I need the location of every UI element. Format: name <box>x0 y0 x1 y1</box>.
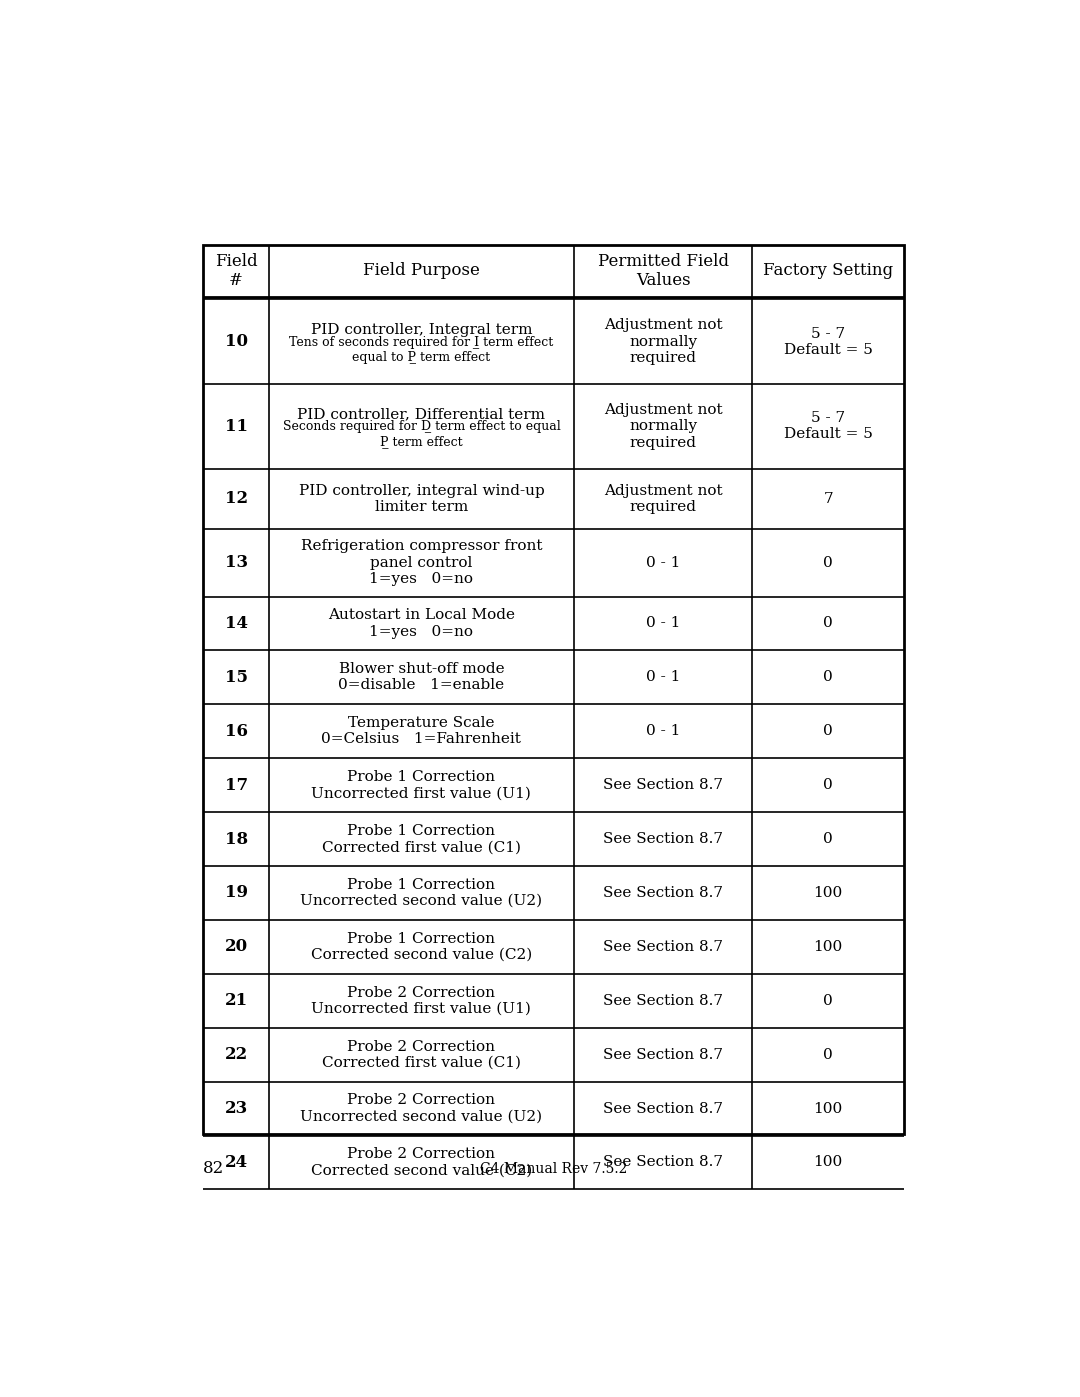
Text: Probe 2 Correction
Corrected second value (C2): Probe 2 Correction Corrected second valu… <box>311 1147 532 1178</box>
Text: Autostart in Local Mode
1=yes   0=no: Autostart in Local Mode 1=yes 0=no <box>328 608 515 638</box>
Text: 100: 100 <box>813 1102 842 1116</box>
Text: 0 - 1: 0 - 1 <box>646 671 680 685</box>
Text: See Section 8.7: See Section 8.7 <box>603 993 724 1007</box>
Text: See Section 8.7: See Section 8.7 <box>603 1048 724 1062</box>
Text: Factory Setting: Factory Setting <box>764 263 893 279</box>
Text: 0 - 1: 0 - 1 <box>646 724 680 738</box>
Text: Tens of seconds required for I̲ term effect
equal to P̲ term effect: Tens of seconds required for I̲ term eff… <box>289 335 554 363</box>
Text: 23: 23 <box>225 1099 247 1118</box>
Text: Probe 2 Correction
Uncorrected second value (U2): Probe 2 Correction Uncorrected second va… <box>300 1094 542 1123</box>
Text: 0: 0 <box>823 778 833 792</box>
Text: See Section 8.7: See Section 8.7 <box>603 833 724 847</box>
Text: 11: 11 <box>225 418 247 434</box>
Text: Field
#: Field # <box>215 253 257 289</box>
Text: Adjustment not
normally
required: Adjustment not normally required <box>604 319 723 365</box>
Text: 0: 0 <box>823 671 833 685</box>
Text: C4 Manual Rev 7.5.2: C4 Manual Rev 7.5.2 <box>480 1162 627 1176</box>
Text: Adjustment not
required: Adjustment not required <box>604 483 723 514</box>
Text: 0: 0 <box>823 1048 833 1062</box>
Text: PID controller, integral wind-up
limiter term: PID controller, integral wind-up limiter… <box>298 483 544 514</box>
Text: Blower shut-off mode
0=disable   1=enable: Blower shut-off mode 0=disable 1=enable <box>338 662 504 693</box>
Text: Temperature Scale
0=Celsius   1=Fahrenheit: Temperature Scale 0=Celsius 1=Fahrenheit <box>322 717 522 746</box>
Text: 24: 24 <box>225 1154 247 1171</box>
Text: 7: 7 <box>823 492 833 506</box>
Text: 18: 18 <box>225 831 247 848</box>
Bar <box>203 244 904 1134</box>
Text: Probe 1 Correction
Uncorrected first value (U1): Probe 1 Correction Uncorrected first val… <box>311 770 531 800</box>
Text: 0 - 1: 0 - 1 <box>646 616 680 630</box>
Text: 5 - 7
Default = 5: 5 - 7 Default = 5 <box>784 327 873 356</box>
Text: PID controller, Differential term: PID controller, Differential term <box>297 408 545 422</box>
Text: See Section 8.7: See Section 8.7 <box>603 778 724 792</box>
Text: Field Purpose: Field Purpose <box>363 263 480 279</box>
Text: 17: 17 <box>225 777 247 793</box>
Text: 21: 21 <box>225 992 247 1009</box>
Text: 15: 15 <box>225 669 247 686</box>
Text: 100: 100 <box>813 1155 842 1169</box>
Text: Probe 2 Correction
Corrected first value (C1): Probe 2 Correction Corrected first value… <box>322 1039 521 1070</box>
Text: Probe 1 Correction
Uncorrected second value (U2): Probe 1 Correction Uncorrected second va… <box>300 877 542 908</box>
Text: 0 - 1: 0 - 1 <box>646 556 680 570</box>
Text: Seconds required for D̲ term effect to equal
P̲ term effect: Seconds required for D̲ term effect to e… <box>283 420 561 448</box>
Text: 0: 0 <box>823 556 833 570</box>
Text: See Section 8.7: See Section 8.7 <box>603 940 724 954</box>
Text: 82: 82 <box>203 1160 225 1178</box>
Text: 22: 22 <box>225 1046 247 1063</box>
Text: 100: 100 <box>813 940 842 954</box>
Text: 0: 0 <box>823 724 833 738</box>
Text: See Section 8.7: See Section 8.7 <box>603 886 724 900</box>
Text: 0: 0 <box>823 833 833 847</box>
Text: Refrigeration compressor front
panel control
1=yes   0=no: Refrigeration compressor front panel con… <box>300 539 542 585</box>
Text: 13: 13 <box>225 555 247 571</box>
Text: Probe 2 Correction
Uncorrected first value (U1): Probe 2 Correction Uncorrected first val… <box>311 986 531 1016</box>
Text: PID controller, Integral term: PID controller, Integral term <box>311 323 532 337</box>
Text: 0: 0 <box>823 993 833 1007</box>
Text: 19: 19 <box>225 884 247 901</box>
Text: 5 - 7
Default = 5: 5 - 7 Default = 5 <box>784 411 873 441</box>
Text: 20: 20 <box>225 939 247 956</box>
Text: 14: 14 <box>225 615 247 631</box>
Text: See Section 8.7: See Section 8.7 <box>603 1155 724 1169</box>
Text: 12: 12 <box>225 490 247 507</box>
Text: Probe 1 Correction
Corrected second value (C2): Probe 1 Correction Corrected second valu… <box>311 932 532 963</box>
Text: Permitted Field
Values: Permitted Field Values <box>597 253 729 289</box>
Text: See Section 8.7: See Section 8.7 <box>603 1102 724 1116</box>
Text: Probe 1 Correction
Corrected first value (C1): Probe 1 Correction Corrected first value… <box>322 824 521 854</box>
Text: 0: 0 <box>823 616 833 630</box>
Text: 16: 16 <box>225 722 247 740</box>
Text: Adjustment not
normally
required: Adjustment not normally required <box>604 404 723 450</box>
Text: 100: 100 <box>813 886 842 900</box>
Text: 10: 10 <box>225 332 247 351</box>
